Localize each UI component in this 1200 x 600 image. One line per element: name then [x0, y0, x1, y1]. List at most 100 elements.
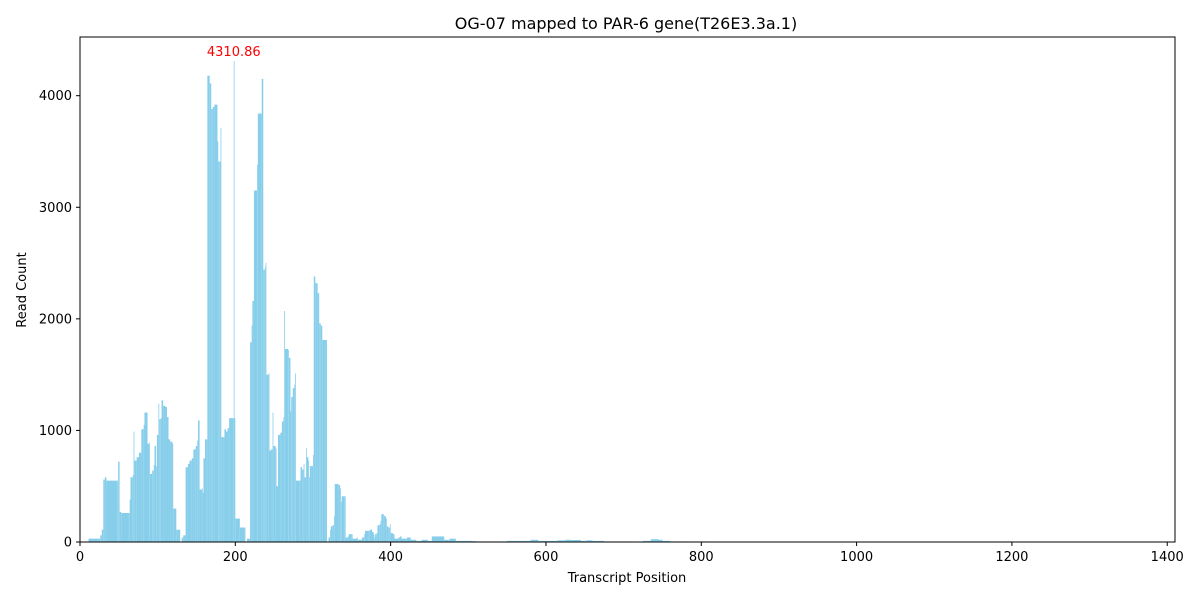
y-axis-label: Read Count — [15, 252, 30, 327]
bar — [106, 480, 118, 542]
bar — [189, 460, 192, 542]
bar — [295, 373, 296, 542]
bar — [586, 540, 593, 542]
bar — [312, 454, 314, 542]
bar — [273, 446, 276, 542]
bar — [239, 518, 240, 542]
bar — [380, 520, 382, 542]
bar — [206, 439, 208, 542]
bar — [217, 141, 219, 542]
bar — [464, 540, 473, 542]
bar — [530, 539, 539, 542]
bar — [153, 465, 155, 542]
y-tick-label: 1000 — [39, 424, 72, 439]
bar — [361, 537, 365, 542]
bar — [221, 437, 224, 542]
bar — [507, 540, 519, 542]
bar — [133, 431, 135, 542]
bar — [449, 538, 456, 542]
bar — [263, 269, 265, 542]
bar — [294, 384, 296, 542]
bar — [386, 526, 389, 542]
bar — [570, 539, 581, 542]
bar — [426, 539, 428, 542]
bar — [416, 540, 422, 542]
bar — [303, 463, 305, 542]
bar — [340, 488, 341, 542]
bar — [129, 499, 131, 542]
bar — [268, 373, 270, 542]
bar — [299, 480, 301, 542]
bar — [224, 429, 226, 542]
bar — [201, 488, 203, 542]
bar — [320, 325, 323, 542]
y-tick-label: 4000 — [39, 89, 72, 104]
bar — [302, 469, 304, 542]
bar — [330, 526, 333, 542]
bar — [377, 525, 380, 542]
bar — [197, 440, 199, 542]
bar — [369, 529, 372, 542]
bar — [313, 276, 316, 542]
bar — [383, 515, 385, 542]
bar — [288, 357, 291, 542]
bar — [229, 418, 234, 542]
bar — [214, 104, 218, 543]
bar — [261, 78, 264, 542]
x-tick-label: 1400 — [1151, 550, 1184, 565]
bar — [198, 420, 200, 542]
bar — [170, 441, 173, 542]
bar — [175, 508, 177, 542]
bar — [431, 540, 432, 542]
bar — [152, 470, 154, 542]
bar — [244, 527, 246, 542]
bar — [185, 467, 188, 542]
bar — [251, 325, 253, 542]
bar — [264, 267, 266, 542]
bar — [398, 537, 400, 542]
bar — [252, 300, 254, 542]
bar — [319, 323, 321, 542]
bar — [518, 540, 531, 542]
bar — [128, 512, 130, 542]
bar — [159, 419, 161, 542]
bar — [304, 477, 306, 542]
bar — [356, 538, 358, 542]
bar — [134, 460, 137, 542]
bar — [265, 263, 267, 542]
bar — [384, 516, 386, 542]
y-tick-label: 3000 — [39, 201, 72, 216]
bar — [290, 411, 292, 542]
bar — [334, 483, 339, 542]
x-axis-label: Transcript Position — [567, 571, 687, 586]
bar — [410, 539, 416, 542]
bar — [385, 518, 387, 542]
bar — [311, 466, 313, 542]
bar — [88, 538, 99, 542]
bar — [278, 434, 281, 542]
bar — [163, 405, 166, 542]
bar — [292, 388, 295, 542]
bar — [275, 448, 277, 542]
bar — [283, 417, 285, 542]
bar — [178, 529, 181, 542]
bar — [448, 539, 450, 542]
bar — [427, 540, 432, 542]
bar — [195, 446, 198, 542]
x-tick-label: 1000 — [840, 550, 873, 565]
bar — [269, 450, 272, 542]
bar — [322, 340, 326, 542]
x-tick-label: 200 — [223, 550, 248, 565]
bar — [643, 540, 651, 542]
bar — [100, 535, 102, 542]
bar — [281, 421, 284, 542]
bar — [650, 539, 659, 542]
bar — [401, 538, 407, 542]
bar — [227, 428, 230, 542]
bar — [375, 534, 377, 542]
bar — [309, 477, 310, 542]
bar — [132, 475, 134, 542]
bar — [246, 538, 249, 542]
bar — [220, 128, 222, 543]
bar — [410, 537, 411, 542]
